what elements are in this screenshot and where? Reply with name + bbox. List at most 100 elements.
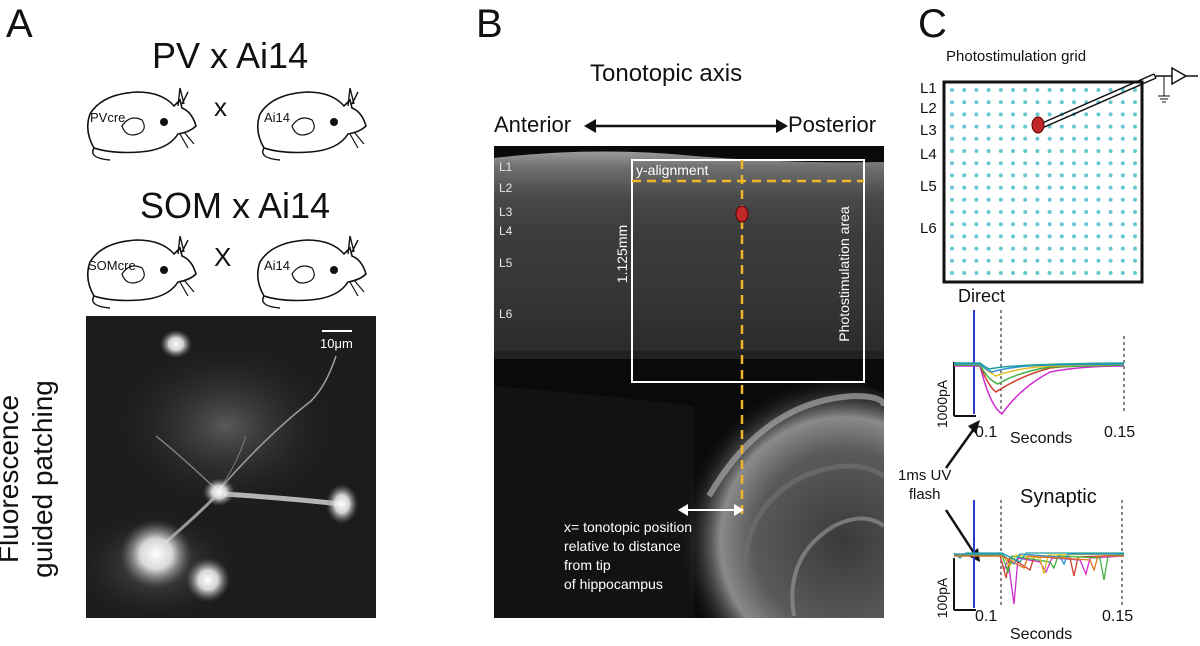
synaptic-x-tick-end: 0.15 [1102,608,1134,625]
grid-dot [974,124,979,129]
grid-dot [986,100,991,105]
grid-dot [1059,258,1064,263]
grid-dot [1059,197,1064,202]
grid-dot [1059,136,1064,141]
grid-dot [1096,258,1101,263]
grid-dot [950,185,954,190]
grid-dot [1011,185,1015,190]
grid-dot [974,258,979,263]
grid-dot [950,271,954,275]
grid-dot [1108,197,1113,202]
grid-dot [1120,100,1125,105]
photostimulation-area-label: Photostimulation area [836,206,852,342]
fluorescence-micrograph: 10μm [86,316,376,618]
grid-dot [998,185,1003,190]
grid-dot [1011,210,1015,214]
grid-dot [1011,222,1015,227]
grid-dot [1023,149,1028,153]
grid-dot [1133,136,1137,141]
slice-layer-l5: L5 [499,256,513,270]
grid-dot [1011,161,1015,166]
grid-dot [1108,222,1113,227]
grid-dot [1059,210,1064,214]
grid-dot [1072,210,1076,214]
grid-dot [998,234,1003,239]
grid-dot [1047,258,1052,263]
grid-dot [1011,149,1015,153]
grid-dot [1120,258,1125,263]
grid-dot [962,161,967,166]
synaptic-scale-label: 100pA [934,577,950,619]
grid-dot [1035,100,1040,105]
grid-dot [974,149,979,153]
grid-dot [1023,124,1028,129]
grid-dot [1133,197,1137,202]
grid-dot [974,210,979,214]
grid-dot [1120,185,1125,190]
grid-dot [1023,100,1028,105]
grid-dot [986,210,991,214]
synaptic-x-tick-start: 0.1 [975,608,998,625]
grid-dot [1035,197,1040,202]
grid-dot [1072,234,1076,239]
brain-slice-graphic [494,146,884,618]
grid-dot [1133,112,1137,117]
grid-dot [1072,271,1076,275]
grid-dot [1084,88,1089,92]
grid-dot [1059,88,1064,92]
grid-dot [1084,246,1089,251]
grid-dot [1084,210,1089,214]
direct-x-unit: Seconds [1010,430,1073,447]
grid-dot [962,210,967,214]
synaptic-traces-plot [953,500,1125,611]
grid-dot [974,246,979,251]
grid-dot [986,234,991,239]
grid-dot [1035,173,1040,178]
grid-dot [1084,197,1089,202]
grid-dot [962,124,967,129]
grid-dot [974,197,979,202]
grid-dot [950,112,954,117]
grid-dot [998,271,1003,275]
grid-dot [1011,197,1015,202]
synaptic-title: Synaptic [1020,486,1097,508]
caption-line-1: x= tonotopic position [564,519,693,535]
grid-dot [1133,149,1137,153]
grid-dot [1108,210,1113,214]
grid-dot [1035,112,1040,117]
grid-dot [1023,185,1028,190]
grid-dot [974,222,979,227]
grid-dot [974,161,979,166]
grid-dot [950,197,954,202]
grid-dot [1096,124,1101,129]
ai14-mouse-label-top: Ai14 [264,110,291,125]
grid-dot [962,112,967,117]
grid-dot [1084,112,1089,117]
grid-dot [1047,246,1052,251]
grid-dot [986,112,991,117]
som-cross-title: SOM x Ai14 [140,185,331,226]
grid-dot [1059,149,1064,153]
grid-dot [1133,246,1137,251]
slice-layer-l2: L2 [499,181,513,195]
ai14-mouse-drawing-bottom [256,235,367,309]
grid-dot [1108,124,1113,129]
synaptic-current-traces [953,552,1125,605]
grid-dot [1047,222,1052,227]
caption-line-4: of hippocampus [564,576,663,592]
grid-dot [1035,271,1040,275]
grid-dot [1108,185,1113,190]
grid-dot [1120,246,1125,251]
direct-x-tick-start: 0.1 [975,424,998,441]
grid-dot [1133,173,1137,178]
grid-dot [1096,210,1101,214]
grid-dot [1023,234,1028,239]
grid-dot [1023,271,1028,275]
posterior-label: Posterior [788,112,877,137]
tonotopic-axis-title: Tonotopic axis [590,60,743,87]
grid-dot [974,271,979,275]
grid-dot [962,149,967,153]
direct-title: Direct [958,286,1006,306]
grid-dot [1023,136,1028,141]
grid-layer-l4: L4 [920,146,937,163]
